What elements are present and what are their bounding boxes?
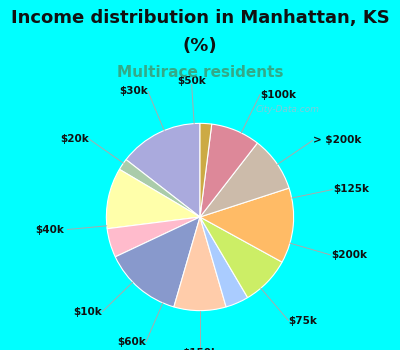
- Text: > $200k: > $200k: [313, 135, 361, 146]
- Wedge shape: [200, 217, 248, 307]
- Text: $50k: $50k: [177, 76, 206, 86]
- Wedge shape: [200, 143, 289, 217]
- Text: $30k: $30k: [119, 86, 148, 96]
- Wedge shape: [106, 169, 200, 229]
- Text: City-Data.com: City-Data.com: [256, 105, 320, 114]
- Text: $40k: $40k: [36, 225, 64, 235]
- Text: (%): (%): [183, 37, 217, 55]
- Wedge shape: [200, 124, 257, 217]
- Wedge shape: [200, 217, 282, 298]
- Wedge shape: [200, 123, 212, 217]
- Wedge shape: [200, 188, 294, 262]
- Text: $20k: $20k: [60, 134, 88, 144]
- Text: Income distribution in Manhattan, KS: Income distribution in Manhattan, KS: [11, 9, 389, 27]
- Wedge shape: [120, 160, 200, 217]
- Text: $125k: $125k: [333, 184, 369, 194]
- Text: Multirace residents: Multirace residents: [117, 65, 283, 80]
- Text: $60k: $60k: [117, 337, 146, 347]
- Wedge shape: [126, 123, 200, 217]
- Text: $10k: $10k: [74, 307, 102, 317]
- Text: $100k: $100k: [260, 90, 296, 100]
- Wedge shape: [115, 217, 200, 307]
- Text: $75k: $75k: [288, 316, 317, 326]
- Wedge shape: [107, 217, 200, 257]
- Text: $200k: $200k: [331, 250, 367, 260]
- Text: $150k: $150k: [182, 348, 218, 350]
- Wedge shape: [174, 217, 226, 311]
